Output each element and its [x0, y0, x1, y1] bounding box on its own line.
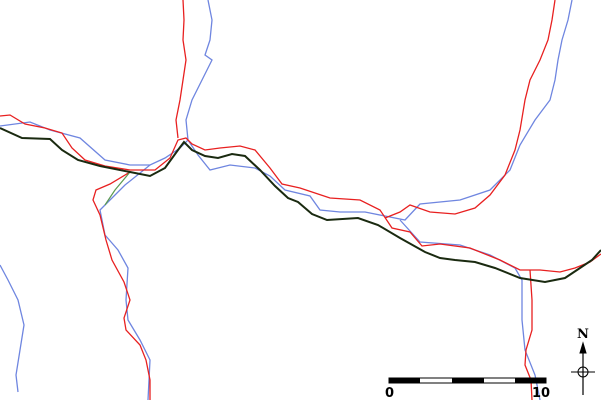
road: [0, 114, 601, 273]
main-road: [0, 127, 601, 284]
road: [92, 171, 151, 400]
scale-start-label: 0: [385, 386, 395, 400]
north-arrow-icon: [571, 341, 595, 395]
river: [185, 0, 213, 141]
river: [399, 219, 541, 400]
scale-end-label: 10: [532, 386, 551, 400]
river: [0, 0, 573, 221]
north-label: N: [577, 327, 589, 342]
rivers: [0, 0, 573, 400]
river: [99, 164, 151, 400]
road: [384, 0, 556, 219]
track: [104, 171, 131, 206]
road: [175, 0, 187, 139]
scale-bar: [388, 377, 547, 384]
river: [0, 264, 25, 393]
